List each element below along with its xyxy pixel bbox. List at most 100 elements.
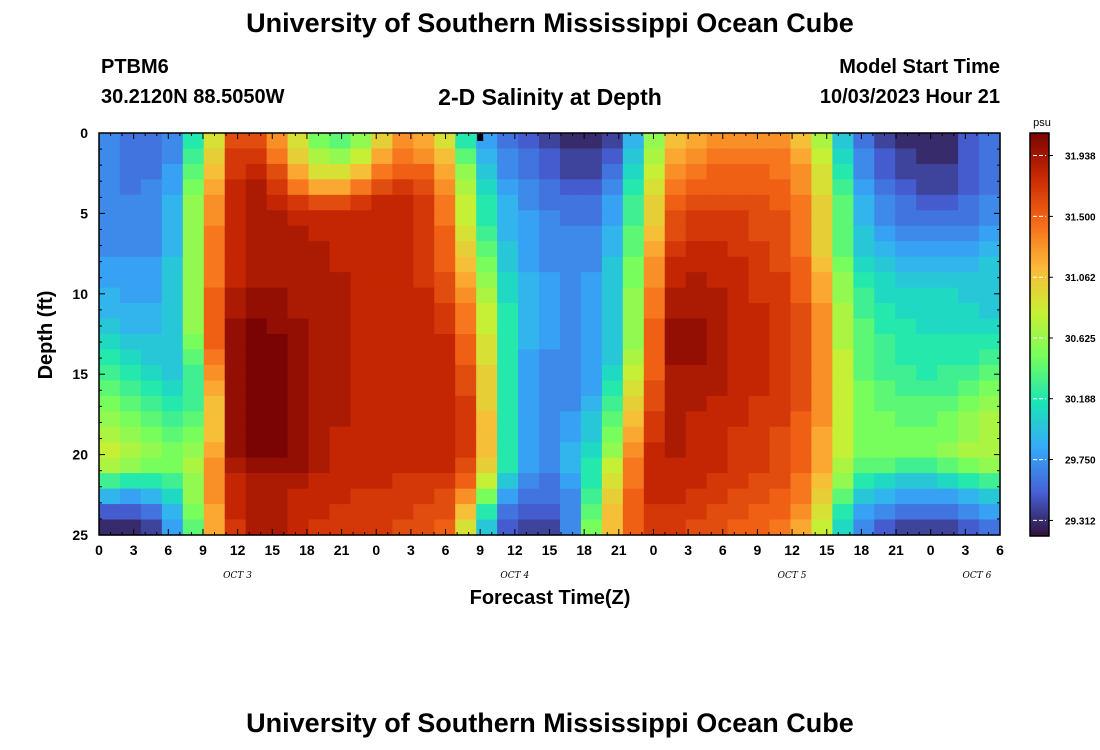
footer-title: University of Southern Mississippi Ocean…: [246, 708, 854, 738]
heatmap-cell: [643, 442, 666, 459]
heatmap-cell: [371, 504, 393, 521]
heatmap-cell: [580, 194, 603, 211]
heatmap-cell: [350, 364, 372, 381]
heatmap-cell: [224, 256, 247, 273]
heatmap-cell: [182, 504, 205, 521]
heatmap-cell: [539, 380, 561, 397]
heatmap-cell: [601, 349, 624, 366]
heatmap-cell: [119, 411, 142, 428]
heatmap-cell: [371, 364, 393, 381]
colorbar-ticks: 31.938 31.500 31.062 30.625 30.188 29.750 29.3…: [1033, 152, 1096, 527]
heatmap-cell: [224, 334, 247, 351]
heatmap-cell: [140, 148, 163, 165]
heatmap-cell: [539, 303, 561, 320]
heatmap-cell: [497, 519, 519, 536]
heatmap-cell: [937, 163, 959, 180]
heatmap-cell: [224, 519, 247, 536]
colorbar-tick-label: 30.625: [1065, 334, 1096, 345]
heatmap-cell: [476, 411, 498, 428]
x-tick-label: 18: [854, 542, 870, 558]
heatmap-cell: [685, 395, 708, 412]
heatmap-cell: [539, 133, 561, 150]
heatmap-cell: [245, 519, 268, 536]
heatmap-cell: [706, 148, 729, 165]
heatmap-cell: [895, 133, 917, 150]
heatmap-cell: [245, 194, 268, 211]
heatmap-cell: [790, 179, 813, 196]
heatmap-cell: [958, 457, 980, 474]
heatmap-cell: [748, 504, 771, 521]
heatmap-cell: [874, 241, 896, 258]
heatmap-cell: [518, 473, 540, 490]
heatmap-cell: [413, 303, 435, 320]
heatmap-cell: [727, 411, 750, 428]
heatmap-cell: [476, 194, 498, 211]
heatmap-cell: [329, 225, 352, 242]
heatmap-cell: [937, 395, 959, 412]
heatmap-cell: [580, 364, 603, 381]
heatmap-cell: [140, 272, 163, 289]
heatmap-cell: [350, 457, 372, 474]
heatmap-cell: [874, 473, 896, 490]
heatmap-cell: [874, 380, 896, 397]
heatmap-cell: [727, 488, 750, 505]
heatmap-cell: [706, 287, 729, 304]
heatmap-cell: [916, 133, 938, 150]
heatmap-cell: [958, 426, 980, 443]
heatmap-cell: [539, 519, 561, 536]
heatmap-cell: [958, 442, 980, 459]
heatmap-cell: [350, 334, 372, 351]
heatmap-cell: [559, 256, 582, 273]
heatmap-cell: [455, 442, 477, 459]
heatmap-cell: [99, 318, 121, 335]
heatmap-cell: [182, 334, 205, 351]
heatmap-cell: [518, 303, 540, 320]
heatmap-cell: [937, 473, 959, 490]
heatmap-cell: [245, 179, 268, 196]
heatmap-cell: [727, 287, 750, 304]
heatmap-cell: [329, 194, 352, 211]
heatmap-cell: [937, 318, 959, 335]
heatmap-cell: [497, 163, 519, 180]
heatmap-cell: [874, 210, 896, 227]
x-tick-label: 6: [996, 542, 1004, 558]
y-axis: 0 5 10 15 20 25: [72, 125, 1000, 543]
heatmap-cell: [895, 488, 917, 505]
heatmap-cell: [916, 349, 938, 366]
heatmap-cell: [350, 163, 372, 180]
heatmap-cell: [455, 380, 477, 397]
heatmap-cell: [140, 194, 163, 211]
heatmap-cell: [664, 457, 687, 474]
heatmap-cell: [622, 272, 645, 289]
heatmap-cell: [371, 256, 393, 273]
heatmap-cell: [790, 411, 813, 428]
heatmap-cell: [811, 519, 833, 536]
heatmap-cell: [266, 318, 289, 335]
heatmap-cell: [622, 179, 645, 196]
heatmap-cell: [140, 395, 163, 412]
heatmap-cell: [392, 241, 414, 258]
heatmap-cell: [455, 364, 477, 381]
heatmap-cell: [455, 349, 477, 366]
heatmap-cell: [853, 442, 875, 459]
heatmap-cell: [371, 318, 393, 335]
heatmap-cell: [979, 504, 1001, 521]
heatmap-cell: [413, 519, 435, 536]
heatmap-cell: [832, 473, 854, 490]
heatmap-cell: [119, 349, 142, 366]
heatmap-cell: [916, 380, 938, 397]
heatmap-cell: [182, 163, 205, 180]
heatmap-cell: [916, 488, 938, 505]
heatmap-cell: [119, 287, 142, 304]
heatmap-cell: [140, 318, 163, 335]
heatmap-cell: [476, 318, 498, 335]
heatmap-cell: [161, 349, 184, 366]
heatmap-cell: [203, 210, 226, 227]
heatmap-cell: [245, 163, 268, 180]
heatmap-cell: [622, 442, 645, 459]
y-tick-label: 25: [72, 527, 88, 543]
heatmap-cell: [559, 349, 582, 366]
heatmap-cell: [790, 256, 813, 273]
heatmap-cell: [958, 194, 980, 211]
heatmap-cell: [245, 457, 268, 474]
